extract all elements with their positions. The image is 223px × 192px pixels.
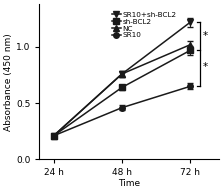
Text: *: * — [202, 31, 208, 41]
Text: *: * — [202, 62, 208, 72]
X-axis label: Time: Time — [118, 179, 140, 188]
Y-axis label: Absorbance (450 nm): Absorbance (450 nm) — [4, 33, 13, 131]
Legend: SR10+sh-BCL2, sh-BCL2, NC, SR10: SR10+sh-BCL2, sh-BCL2, NC, SR10 — [111, 11, 178, 39]
